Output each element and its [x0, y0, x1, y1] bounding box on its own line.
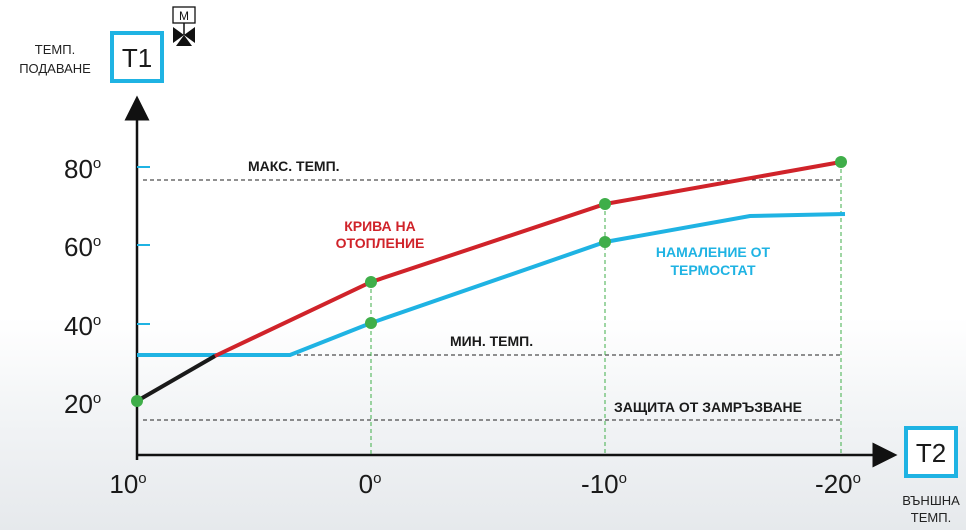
y-tick-label-80: 80o [64, 154, 101, 184]
max-temp-label: МАКС. ТЕМП. [248, 158, 340, 174]
x-axis-label-line2: ТЕМП. [911, 510, 951, 525]
t1-label: T1 [122, 43, 152, 73]
y-tick-label-60: 60o [64, 232, 101, 262]
point-thermostat-minus10 [599, 236, 611, 248]
frost-protection-label: ЗАЩИТА ОТ ЗАМРЪЗВАНЕ [614, 399, 802, 415]
point-heating-minus20 [835, 156, 847, 168]
x-tick-label-10: 10o [109, 469, 146, 499]
heating-curve-label-line1: КРИВА НА [344, 218, 416, 234]
x-axis-label-line1: ВЪНШНА [902, 493, 960, 508]
thermostat-label-line1: НАМАЛЕНИЕ ОТ [656, 244, 771, 260]
valve-motor-label: M [179, 9, 189, 23]
point-frost [131, 395, 143, 407]
point-heating-0 [365, 276, 377, 288]
y-tick-label-20: 20o [64, 389, 101, 419]
heating-curve [214, 160, 842, 358]
motor-valve-icon: M [172, 6, 196, 46]
heating-curve-label-line2: ОТОПЛЕНИЕ [336, 235, 425, 251]
point-thermostat-0 [365, 317, 377, 329]
y-axis-label-line1: ТЕМП. [35, 42, 75, 57]
y-tick-label-40: 40o [64, 311, 101, 341]
x-tick-label-0: 0o [359, 469, 382, 499]
x-tick-label-minus10: -10o [581, 469, 627, 499]
t2-sensor-box [904, 426, 958, 478]
min-temp-label: МИН. ТЕМП. [450, 333, 533, 349]
frost-segment-line [136, 354, 216, 403]
thermostat-reduction-curve [137, 212, 846, 357]
point-heating-minus10 [599, 198, 611, 210]
t2-label: T2 [916, 438, 946, 468]
thermostat-label-line2: ТЕРМОСТАТ [671, 262, 756, 278]
x-tick-label-minus20: -20o [815, 469, 861, 499]
y-axis-label-line2: ПОДАВАНЕ [19, 61, 91, 76]
t1-sensor-box [110, 31, 164, 83]
